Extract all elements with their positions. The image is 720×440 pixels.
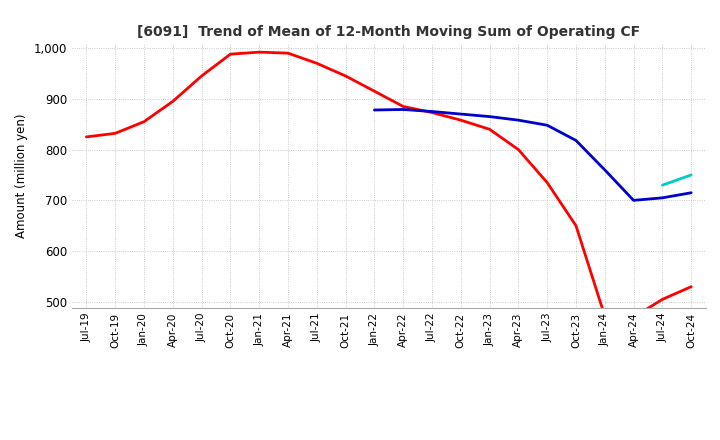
Y-axis label: Amount (million yen): Amount (million yen) xyxy=(15,114,28,238)
3 Years xyxy=(600,313,609,319)
3 Years xyxy=(284,51,292,56)
3 Years xyxy=(399,104,408,109)
Line: 7 Years: 7 Years xyxy=(662,175,691,185)
5 Years xyxy=(370,107,379,113)
3 Years xyxy=(658,297,667,302)
3 Years xyxy=(341,73,350,79)
3 Years xyxy=(255,49,264,55)
3 Years xyxy=(111,131,120,136)
5 Years xyxy=(514,117,523,123)
Line: 3 Years: 3 Years xyxy=(86,52,691,317)
5 Years xyxy=(456,111,465,117)
3 Years xyxy=(82,134,91,139)
3 Years xyxy=(456,117,465,123)
3 Years xyxy=(485,127,494,132)
3 Years xyxy=(629,315,638,320)
3 Years xyxy=(312,61,321,66)
3 Years xyxy=(226,51,235,57)
3 Years xyxy=(572,223,580,228)
Title: [6091]  Trend of Mean of 12-Month Moving Sum of Operating CF: [6091] Trend of Mean of 12-Month Moving … xyxy=(138,25,640,39)
Line: 5 Years: 5 Years xyxy=(374,110,691,200)
3 Years xyxy=(543,180,552,185)
3 Years xyxy=(514,147,523,152)
3 Years xyxy=(428,110,436,115)
3 Years xyxy=(140,119,148,125)
5 Years xyxy=(658,195,667,201)
5 Years xyxy=(572,138,580,143)
5 Years xyxy=(399,107,408,112)
5 Years xyxy=(485,114,494,119)
7 Years xyxy=(687,172,696,178)
3 Years xyxy=(370,88,379,94)
3 Years xyxy=(197,73,206,79)
5 Years xyxy=(543,123,552,128)
7 Years xyxy=(658,183,667,188)
5 Years xyxy=(600,167,609,172)
3 Years xyxy=(168,99,177,104)
3 Years xyxy=(687,284,696,290)
5 Years xyxy=(687,190,696,195)
5 Years xyxy=(428,109,436,114)
5 Years xyxy=(629,198,638,203)
